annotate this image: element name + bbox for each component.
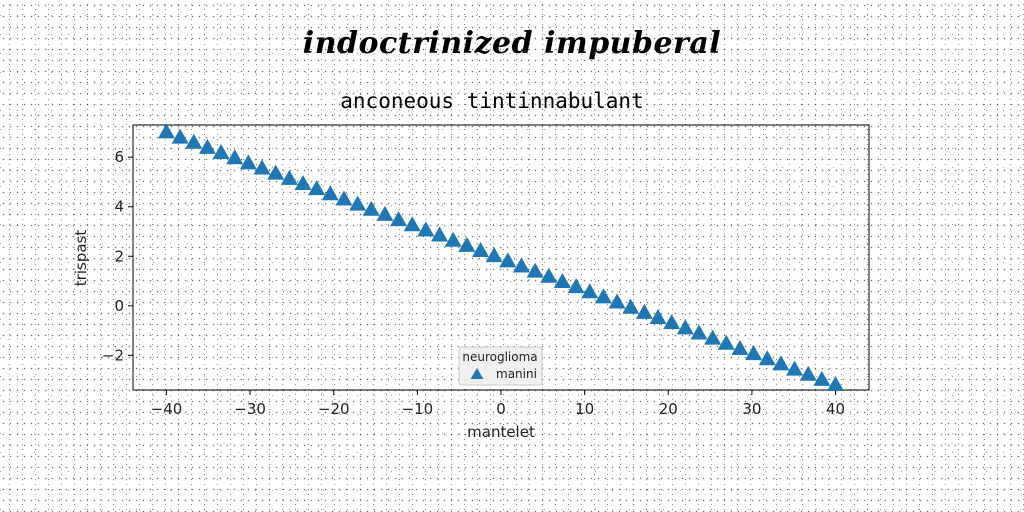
data-point xyxy=(472,242,490,258)
data-point xyxy=(827,376,845,392)
x-tick-label: −10 xyxy=(402,400,434,418)
data-point xyxy=(786,360,804,376)
data-point xyxy=(608,293,626,309)
data-point xyxy=(253,159,271,175)
data-point xyxy=(663,314,681,330)
data-point xyxy=(704,329,722,345)
legend-title: neuroglioma xyxy=(462,350,537,364)
x-axis-ticks: −40 −30 −20 −10 0 10 20 30 40 xyxy=(151,390,845,418)
data-point xyxy=(635,303,653,319)
y-tick-label: 2 xyxy=(114,247,124,265)
data-point xyxy=(799,365,817,381)
y-tick-label: −2 xyxy=(102,346,124,364)
data-point xyxy=(362,200,380,216)
data-point xyxy=(308,180,326,196)
data-point xyxy=(280,169,298,185)
x-tick-label: 30 xyxy=(742,400,761,418)
data-point xyxy=(185,133,203,149)
data-point xyxy=(239,154,257,170)
data-point xyxy=(212,144,230,160)
data-point xyxy=(376,205,394,221)
y-axis-label: trispast xyxy=(72,230,90,287)
data-point xyxy=(649,309,667,325)
data-point xyxy=(758,350,776,366)
data-point xyxy=(553,272,571,288)
data-point xyxy=(813,370,831,386)
legend-label-manini: manini xyxy=(496,367,537,381)
data-point xyxy=(198,138,216,154)
x-tick-label: −20 xyxy=(318,400,350,418)
data-point xyxy=(403,216,421,232)
data-point xyxy=(417,221,435,237)
data-point xyxy=(458,236,476,252)
y-tick-label: 4 xyxy=(114,198,124,216)
data-point xyxy=(390,211,408,227)
data-point xyxy=(267,164,285,180)
y-tick-label: 6 xyxy=(114,148,124,166)
data-point xyxy=(745,345,763,361)
data-point xyxy=(526,262,544,278)
data-point xyxy=(349,195,367,211)
x-tick-label: −30 xyxy=(234,400,266,418)
data-point xyxy=(226,149,244,165)
data-point xyxy=(567,278,585,294)
data-point xyxy=(731,339,749,355)
data-point xyxy=(294,174,312,190)
legend: neuroglioma manini xyxy=(458,346,543,386)
data-point xyxy=(485,247,503,263)
x-tick-label: 40 xyxy=(826,400,845,418)
data-point xyxy=(431,226,449,242)
data-point xyxy=(676,319,694,335)
y-tick-label: 0 xyxy=(114,297,124,315)
data-point xyxy=(540,267,558,283)
data-point xyxy=(499,252,517,268)
x-tick-label: 10 xyxy=(575,400,594,418)
data-point xyxy=(335,190,353,206)
chart-title: indoctrinized impuberal xyxy=(302,26,722,61)
data-point xyxy=(444,231,462,247)
data-point xyxy=(772,355,790,371)
x-tick-label: 0 xyxy=(496,400,506,418)
data-point xyxy=(690,324,708,340)
data-series-manini xyxy=(157,123,845,392)
data-point xyxy=(622,298,640,314)
data-point xyxy=(512,257,530,273)
x-tick-label: 20 xyxy=(659,400,678,418)
data-point xyxy=(321,185,339,201)
x-axis-label: mantelet xyxy=(467,423,535,441)
data-point xyxy=(717,334,735,350)
x-tick-label: −40 xyxy=(151,400,183,418)
data-point xyxy=(157,123,175,139)
data-point xyxy=(594,288,612,304)
data-point xyxy=(171,128,189,144)
chart-subtitle: anconeous tintinnabulant xyxy=(340,89,643,113)
legend-marker-manini xyxy=(470,368,484,379)
data-point xyxy=(581,283,599,299)
y-axis-ticks: −2 0 2 4 6 xyxy=(102,148,133,364)
